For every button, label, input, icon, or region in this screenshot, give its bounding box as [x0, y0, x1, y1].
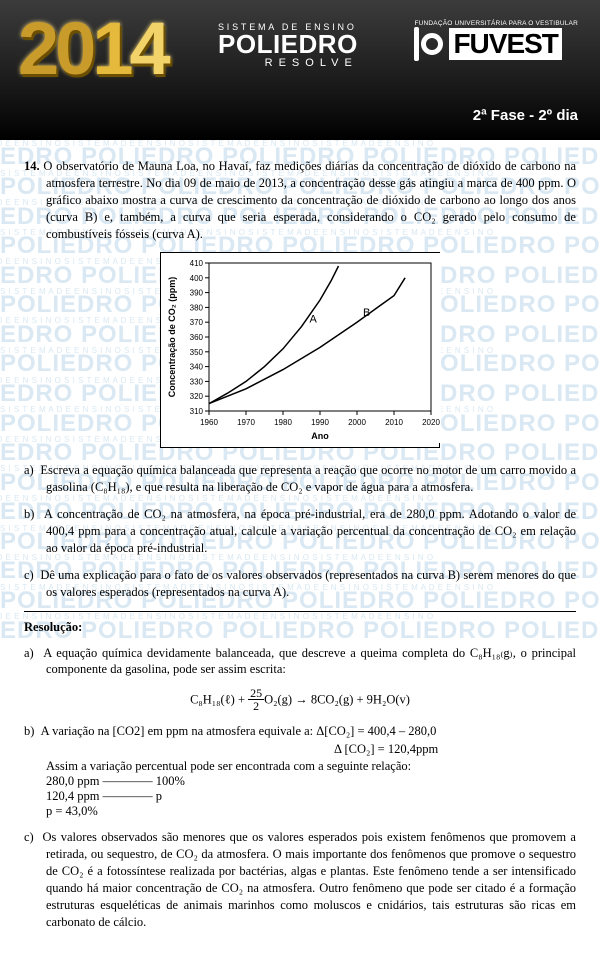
svg-text:320: 320: [190, 393, 204, 402]
svg-text:2020: 2020: [422, 418, 440, 427]
svg-text:1960: 1960: [200, 418, 218, 427]
svg-text:380: 380: [190, 304, 204, 313]
item-b-text: A concentração de CO₂ na atmosfera, na é…: [44, 507, 576, 555]
fuvest-logo: FUNDAÇÃO UNIVERSITÁRIA PARA O VESTIBULAR…: [414, 20, 578, 61]
svg-text:Ano: Ano: [311, 431, 329, 441]
fuvest-fund: FUNDAÇÃO UNIVERSITÁRIA PARA O VESTIBULAR: [414, 20, 578, 27]
resolution-a-equation: C₈H₁₈(ℓ) + 252O₂(g) → 8CO₂(g) + 9H₂O(v): [24, 688, 576, 713]
eq-part1: C₈H₁₈(ℓ) +: [190, 693, 248, 707]
eq-part2: O₂(g) → 8CO₂(g) + 9H₂O(v): [264, 693, 410, 707]
resolution-b-l5: p = 43,0%: [24, 804, 576, 819]
svg-text:1980: 1980: [274, 418, 292, 427]
fuvest-text: FUVEST: [449, 28, 561, 60]
item-b: b) A concentração de CO₂ na atmosfera, n…: [24, 506, 576, 557]
question-number: 14.: [24, 159, 40, 173]
chart-svg: 310 320 330 340 350 360 370 380 390 400 410 1960 197…: [161, 253, 441, 443]
resolution-b-l2: Assim a variação percentual pode ser enc…: [24, 759, 576, 774]
question-body: O observatório de Mauna Loa, no Havaí, f…: [43, 159, 576, 241]
poliedro-name: POLIEDRO: [218, 32, 358, 57]
resolution-b-l1b: Δ [CO₂] = 120,4ppm: [24, 742, 576, 757]
svg-text:1990: 1990: [311, 418, 329, 427]
svg-text:330: 330: [190, 378, 204, 387]
svg-text:1970: 1970: [237, 418, 255, 427]
item-c-text: Dê uma explicação para o fato de os valo…: [40, 568, 576, 599]
resolution-title: Resolução:: [24, 620, 576, 635]
resolution-a-text: A equação química devidamente balanceada…: [43, 646, 576, 677]
item-c: c) Dê uma explicação para o fato de os v…: [24, 567, 576, 601]
question-text: 14. O observatório de Mauna Loa, no Hava…: [24, 158, 576, 242]
co2-chart: 310 320 330 340 350 360 370 380 390 400 410 1960 197…: [160, 252, 440, 448]
fuvest-icon: [414, 27, 443, 61]
resolution-b-l1: b) A variação na [CO2] em ppm na atmosfe…: [24, 723, 576, 740]
svg-text:390: 390: [190, 289, 204, 298]
svg-text:360: 360: [190, 333, 204, 342]
svg-text:350: 350: [190, 348, 204, 357]
svg-text:370: 370: [190, 319, 204, 328]
svg-text:Concentração de CO₂ (ppm): Concentração de CO₂ (ppm): [167, 277, 177, 398]
resolution-c: c) Os valores observados são menores que…: [24, 829, 576, 930]
resolution-b-l3: 280,0 ppm ———— 100%: [24, 774, 576, 789]
svg-text:410: 410: [190, 259, 204, 268]
svg-text:A: A: [310, 314, 318, 326]
divider: [24, 611, 576, 612]
svg-text:2000: 2000: [348, 418, 366, 427]
eq-frac-d: 2: [248, 700, 264, 712]
resolution-b-l1-text: A variação na [CO2] em ppm na atmosfera …: [41, 724, 437, 738]
resolution-c-text: Os valores observados são menores que os…: [42, 830, 576, 928]
svg-text:400: 400: [190, 274, 204, 283]
svg-text:B: B: [363, 308, 370, 320]
year-logo: 2014: [18, 6, 167, 91]
item-a-text: Escreva a equação química balanceada que…: [40, 463, 576, 494]
resolution-a: a) A equação química devidamente balance…: [24, 645, 576, 679]
resolution-b-l4: 120,4 ppm ———— p: [24, 789, 576, 804]
page-header: 2014 SISTEMA DE ENSINO POLIEDRO RESOLVE …: [0, 0, 600, 140]
svg-text:2010: 2010: [385, 418, 403, 427]
page-content: 14. O observatório de Mauna Loa, no Hava…: [0, 140, 600, 970]
item-a: a) Escreva a equação química balanceada …: [24, 462, 576, 496]
svg-text:310: 310: [190, 407, 204, 416]
poliedro-logo: SISTEMA DE ENSINO POLIEDRO RESOLVE: [218, 22, 358, 69]
svg-text:340: 340: [190, 363, 204, 372]
fase-label: 2ª Fase - 2º dia: [473, 107, 578, 124]
